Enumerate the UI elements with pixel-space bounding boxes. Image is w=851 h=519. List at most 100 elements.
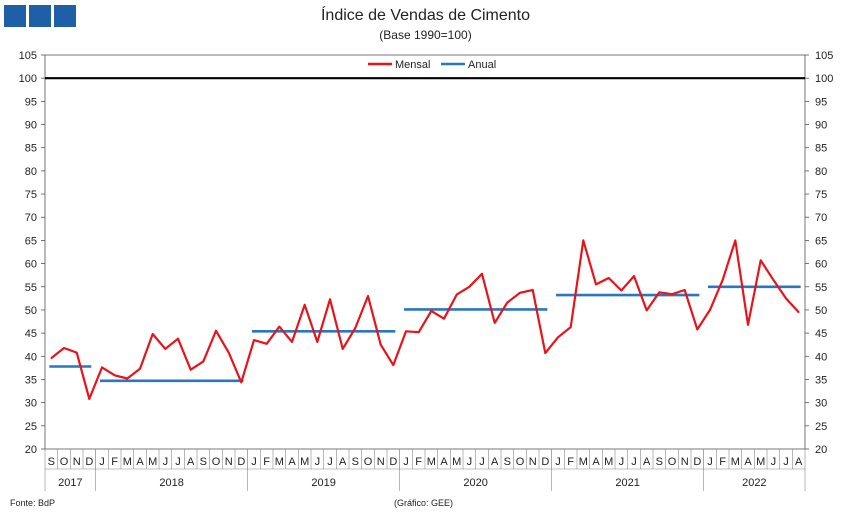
series-mensal-point [721, 279, 724, 281]
y-tick-label-right: 40 [815, 351, 827, 363]
bdp-logo [4, 5, 76, 27]
x-tick-label-month: N [377, 456, 385, 468]
x-tick-label-month: A [136, 456, 144, 468]
y-tick-label-right: 80 [815, 166, 827, 178]
y-tick-label-left: 30 [25, 398, 37, 410]
series-mensal-point [443, 317, 445, 320]
series-mensal-point [709, 309, 711, 311]
legend-label-mensal: Mensal [395, 59, 430, 71]
x-tick-label-month: M [275, 456, 284, 468]
series-mensal-point [595, 283, 597, 286]
x-tick-label-year: 2018 [159, 477, 183, 489]
y-tick-label-right: 65 [815, 235, 827, 247]
y-tick-label-left: 70 [25, 212, 37, 224]
y-tick-label-left: 100 [19, 73, 37, 85]
y-tick-label-left: 95 [25, 96, 37, 108]
series-mensal-point [468, 285, 471, 288]
series-mensal-point [506, 301, 509, 304]
y-tick-label-left: 50 [25, 305, 37, 317]
series-mensal-point [367, 295, 369, 297]
x-tick-label-month: S [504, 456, 511, 468]
series-mensal-point [113, 374, 116, 377]
series-mensal-point [531, 289, 534, 291]
x-tick-label-month: J [467, 456, 473, 468]
y-tick-label-left: 65 [25, 235, 37, 247]
y-tick-label-left: 55 [25, 282, 37, 294]
y-tick-label-right: 60 [815, 259, 827, 271]
series-mensal-point [329, 298, 331, 301]
x-tick-label-year: 2022 [742, 477, 766, 489]
x-tick-label-month: M [427, 456, 436, 468]
series-mensal-point [189, 368, 192, 371]
y-tick-label-right: 25 [815, 421, 827, 433]
y-tick-label-right: 85 [815, 143, 827, 155]
y-tick-label-right: 30 [815, 398, 827, 410]
x-tick-label-month: M [300, 456, 309, 468]
x-tick-label-month: A [339, 456, 347, 468]
x-tick-label-month: J [327, 456, 333, 468]
y-tick-label-left: 90 [25, 120, 37, 132]
series-mensal-point [785, 297, 787, 300]
series-mensal-point [202, 360, 205, 363]
x-tick-label-month: J [479, 456, 485, 468]
x-tick-label-year: 2017 [58, 477, 82, 489]
x-tick-label-month: S [352, 456, 359, 468]
y-tick-label-right: 20 [815, 444, 827, 456]
series-mensal-point [303, 304, 306, 306]
x-tick-label-month: O [516, 456, 525, 468]
x-tick-label-month: N [529, 456, 537, 468]
x-tick-label-month: A [592, 456, 600, 468]
x-tick-label-month: O [60, 456, 69, 468]
x-tick-label-month: M [604, 456, 613, 468]
x-tick-label-month: J [315, 456, 321, 468]
series-mensal-point [633, 275, 635, 277]
series-mensal-point [455, 293, 458, 296]
series-mensal-point [139, 368, 141, 370]
x-tick-label-month: A [643, 456, 651, 468]
x-tick-label-month: N [681, 456, 689, 468]
series-mensal-point [620, 289, 623, 292]
series-mensal-point [164, 348, 167, 350]
series-mensal-point [772, 279, 775, 281]
x-tick-label-year: 2019 [311, 477, 335, 489]
x-tick-label-month: F [719, 456, 726, 468]
series-mensal-point [481, 272, 483, 275]
x-tick-label-month: A [440, 456, 448, 468]
series-mensal-point [696, 328, 699, 331]
credit-note: (Gráfico: GEE) [394, 498, 454, 508]
x-tick-label-month: F [263, 456, 270, 468]
x-tick-label-month: A [744, 456, 752, 468]
logo-square-icon [29, 5, 51, 27]
series-mensal-point [227, 351, 230, 354]
series-mensal-point [126, 377, 129, 380]
x-tick-label-month: F [111, 456, 118, 468]
y-tick-label-right: 95 [815, 96, 827, 108]
x-tick-label-month: S [200, 456, 207, 468]
y-tick-label-right: 55 [815, 282, 827, 294]
series-mensal-point [215, 330, 217, 332]
x-tick-label-month: M [123, 456, 132, 468]
x-tick-label-month: D [237, 456, 245, 468]
series-mensal-point [63, 347, 65, 349]
x-tick-label-month: J [251, 456, 257, 468]
series-mensal-point [240, 381, 243, 384]
y-tick-label-right: 75 [815, 189, 827, 201]
x-tick-label-month: N [73, 456, 81, 468]
x-tick-label-month: J [175, 456, 181, 468]
series-mensal-point [759, 259, 762, 262]
series-mensal-point [392, 364, 395, 366]
x-tick-label-month: A [288, 456, 296, 468]
x-tick-label-month: J [771, 456, 777, 468]
y-tick-label-right: 100 [815, 73, 833, 85]
x-tick-label-month: A [187, 456, 195, 468]
x-tick-label-year: 2021 [615, 477, 639, 489]
x-tick-label-month: S [48, 456, 55, 468]
x-tick-label-month: J [555, 456, 561, 468]
series-mensal-point [569, 326, 572, 328]
series-mensal-point [50, 357, 53, 359]
y-tick-label-left: 80 [25, 166, 37, 178]
y-tick-label-right: 90 [815, 120, 827, 132]
x-tick-label-month: O [212, 456, 221, 468]
series-mensal-point [645, 309, 648, 312]
x-tick-label-month: F [415, 456, 422, 468]
